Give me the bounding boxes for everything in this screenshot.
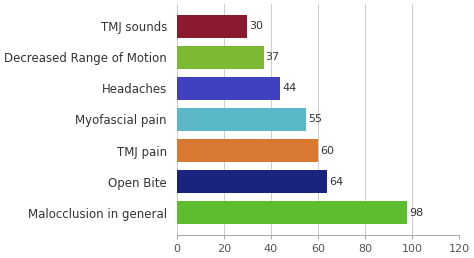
Bar bbox=[177, 77, 280, 100]
Text: 64: 64 bbox=[329, 177, 343, 187]
Bar bbox=[177, 201, 408, 224]
Bar bbox=[177, 15, 247, 38]
Bar bbox=[177, 46, 264, 69]
Bar bbox=[177, 139, 318, 162]
Text: 44: 44 bbox=[282, 83, 296, 93]
Text: 55: 55 bbox=[308, 115, 322, 125]
Text: 37: 37 bbox=[265, 52, 280, 62]
Text: 30: 30 bbox=[249, 21, 263, 31]
Bar bbox=[177, 170, 328, 193]
Text: 98: 98 bbox=[410, 208, 424, 218]
Bar bbox=[177, 108, 306, 131]
Text: 60: 60 bbox=[320, 146, 334, 156]
